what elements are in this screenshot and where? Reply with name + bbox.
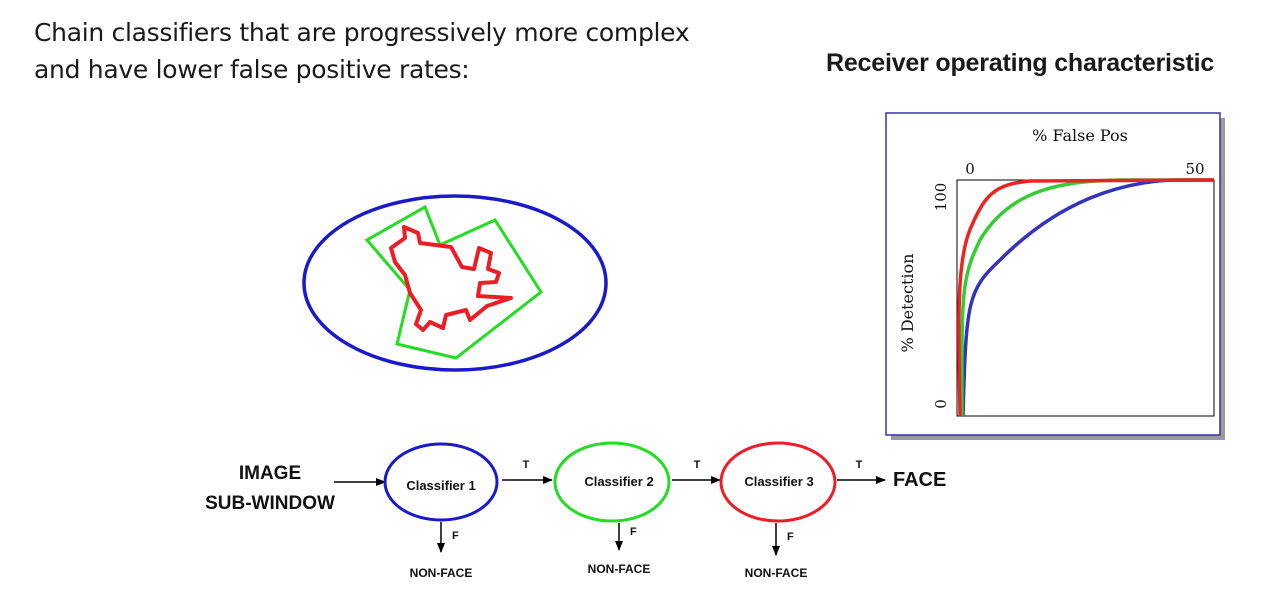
classifier-2-node — [553, 441, 671, 523]
roc-x-tick-0: 0 — [965, 160, 975, 178]
roc-curve-classifier-2 — [960, 178, 1214, 417]
cascade-flow: IMAGE SUB-WINDOW Classifier 1 T Classifi… — [205, 441, 946, 580]
roc-curve-classifier-1 — [961, 178, 1214, 417]
true-label-2: T — [694, 459, 701, 471]
false-label-1: F — [452, 530, 459, 542]
roc-title: Receiver operating characteristic — [826, 49, 1215, 77]
classifier-1-node — [383, 442, 499, 522]
classifier-3-node — [719, 441, 837, 523]
outer-region-ellipse — [302, 194, 608, 372]
roc-curve-classifier-3 — [957, 178, 1215, 417]
heading-line-1: Chain classifiers that are progressively… — [34, 18, 690, 47]
reject-label-3: NON-FACE — [745, 566, 808, 580]
roc-panel — [885, 112, 1221, 436]
reject-label-1: NON-FACE — [410, 566, 473, 580]
heading-line-2: and have lower false positive rates: — [34, 55, 470, 84]
middle-region-polygon — [364, 204, 544, 360]
classifier-3-label: Classifier 3 — [744, 474, 813, 489]
roc-y-tick-0: 0 — [932, 399, 950, 409]
roc-x-axis-label: % False Pos — [1032, 126, 1128, 145]
inner-region-polygon — [389, 225, 513, 332]
false-label-2: F — [630, 526, 637, 538]
heading: Chain classifiers that are progressively… — [34, 14, 690, 88]
classifier-2-label: Classifier 2 — [584, 474, 653, 489]
false-label-3: F — [787, 531, 794, 543]
roc-y-tick-100: 100 — [932, 183, 950, 212]
input-label-line-1: IMAGE — [239, 463, 301, 484]
region-illustration — [302, 194, 608, 372]
input-label-line-2: SUB-WINDOW — [205, 493, 335, 514]
true-label-1: T — [523, 459, 530, 471]
output-label: FACE — [893, 469, 946, 491]
roc-x-tick-50: 50 — [1185, 160, 1204, 178]
reject-label-2: NON-FACE — [588, 562, 651, 576]
roc-chart: % False Pos 0 50 100 0 % Detection — [885, 112, 1225, 440]
classifier-1-label: Classifier 1 — [406, 478, 475, 493]
true-label-3: T — [856, 459, 863, 471]
roc-y-axis-label: % Detection — [898, 254, 917, 353]
